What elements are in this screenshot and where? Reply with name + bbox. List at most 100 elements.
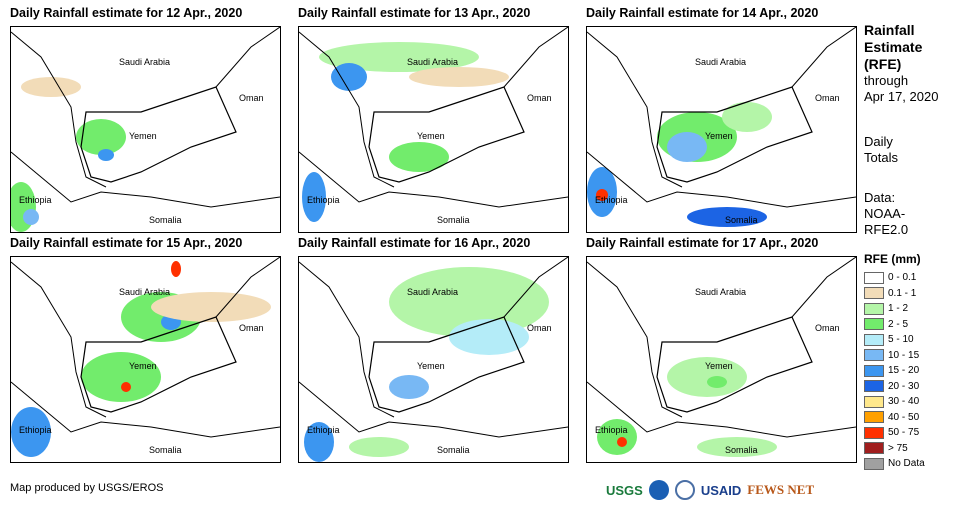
legend-item: 10 - 15: [864, 348, 925, 364]
map-label-yemen: Yemen: [705, 131, 733, 141]
map-label-saudi: Saudi Arabia: [407, 57, 459, 67]
text: NOAA-: [864, 206, 906, 221]
text: Totals: [864, 150, 898, 165]
rainfall-area: [667, 132, 707, 162]
rainfall-map-panel: Saudi Arabia Oman Yemen Ethiopia Somalia: [10, 26, 281, 233]
yemen-border: [80, 86, 237, 183]
rainfall-map-panel: Saudi Arabia Oman Yemen Ethiopia Somalia: [586, 26, 857, 233]
panel-title: Daily Rainfall estimate for 14 Apr., 202…: [586, 6, 819, 20]
map-label-ethiopia: Ethiopia: [595, 195, 628, 205]
coastline: [587, 27, 856, 208]
coastline: [11, 257, 280, 438]
legend-swatch: [864, 333, 884, 346]
rainfall-map-panel: Saudi Arabia Oman Yemen Ethiopia Somalia: [298, 256, 569, 463]
map-canvas: [299, 257, 568, 462]
coastline: [11, 27, 280, 208]
title-line: Estimate: [864, 39, 923, 55]
map-canvas: [11, 257, 280, 457]
map-canvas: [587, 27, 856, 227]
coastline: [587, 257, 856, 438]
fewsnet-logo: FEWS NET: [747, 482, 815, 497]
text: RFE2.0: [864, 222, 909, 237]
text: Daily: [864, 134, 893, 149]
map-label-somalia: Somalia: [725, 215, 758, 225]
yemen-border: [656, 86, 813, 183]
rainfall-area: [667, 357, 747, 397]
panel-title: Daily Rainfall estimate for 16 Apr., 202…: [298, 236, 531, 250]
rainfall-area: [319, 42, 479, 72]
rainfall-map-panel: Saudi Arabia Oman Yemen Ethiopia Somalia: [586, 256, 857, 463]
rainfall-map-panel: Saudi Arabia Oman Yemen Ethiopia Somalia: [10, 256, 281, 463]
rainfall-area: [23, 209, 39, 225]
map-label-saudi: Saudi Arabia: [407, 287, 459, 297]
legend: 0 - 0.1 0.1 - 1 1 - 2 2 - 5 5 - 10 10 - 15 15 …: [864, 270, 925, 472]
map-label-oman: Oman: [239, 323, 264, 333]
map-label-somalia: Somalia: [149, 215, 182, 225]
yemen-border: [656, 316, 813, 413]
legend-swatch: [864, 318, 884, 331]
rainfall-area: [722, 102, 772, 132]
legend-label: 2 - 5: [888, 318, 909, 330]
map-label-saudi: Saudi Arabia: [119, 57, 171, 67]
rainfall-area: [81, 352, 161, 402]
legend-item: No Data: [864, 456, 925, 472]
yemen-border: [368, 86, 525, 183]
rainfall-area: [389, 142, 449, 172]
map-label-yemen: Yemen: [417, 361, 445, 371]
panel-title: Daily Rainfall estimate for 13 Apr., 202…: [298, 6, 531, 20]
map-label-saudi: Saudi Arabia: [119, 287, 171, 297]
legend-item: 30 - 40: [864, 394, 925, 410]
rainfall-area: [304, 422, 334, 462]
map-label-saudi: Saudi Arabia: [695, 57, 747, 67]
legend-swatch: [864, 271, 884, 284]
yemen-border: [80, 316, 237, 413]
legend-swatch: [864, 287, 884, 300]
map-label-ethiopia: Ethiopia: [307, 195, 340, 205]
daily-totals: Daily Totals: [864, 134, 898, 166]
panel-title: Daily Rainfall estimate for 12 Apr., 202…: [10, 6, 243, 20]
rainfall-area: [121, 382, 131, 392]
map-label-somalia: Somalia: [725, 445, 758, 455]
rainfall-area: [349, 437, 409, 457]
legend-item: 5 - 10: [864, 332, 925, 348]
rainfall-area: [409, 67, 509, 87]
legend-label: 40 - 50: [888, 411, 920, 423]
rainfall-area: [697, 437, 777, 457]
legend-label: 15 - 20: [888, 365, 920, 377]
legend-title: RFE (mm): [864, 252, 921, 266]
map-label-ethiopia: Ethiopia: [19, 195, 52, 205]
legend-item: 1 - 2: [864, 301, 925, 317]
legend-swatch: [864, 349, 884, 362]
legend-item: 2 - 5: [864, 317, 925, 333]
legend-item: 0.1 - 1: [864, 286, 925, 302]
map-label-yemen: Yemen: [129, 131, 157, 141]
map-label-ethiopia: Ethiopia: [19, 425, 52, 435]
legend-swatch: [864, 411, 884, 424]
legend-item: 50 - 75: [864, 425, 925, 441]
through-label: through: [864, 73, 909, 88]
usaid-logo: USAID: [700, 482, 742, 498]
rainfall-area: [76, 119, 126, 155]
title-line: (RFE): [864, 56, 902, 72]
legend-swatch: [864, 302, 884, 315]
rainfall-area: [389, 375, 429, 399]
legend-item: 15 - 20: [864, 363, 925, 379]
rainfall-area: [449, 319, 529, 355]
map-label-oman: Oman: [815, 93, 840, 103]
logos: USGS USAID FEWS NET: [606, 480, 814, 500]
rainfall-area: [389, 267, 549, 337]
rainfall-map-panel: Saudi Arabia Oman Yemen Ethiopia Somalia: [298, 26, 569, 233]
map-label-somalia: Somalia: [437, 445, 470, 455]
map-label-yemen: Yemen: [417, 131, 445, 141]
text: Data:: [864, 190, 896, 205]
rainfall-area: [302, 172, 326, 222]
rainfall-area: [596, 189, 608, 201]
legend-label: 30 - 40: [888, 396, 920, 408]
rainfall-area: [11, 407, 51, 457]
noaa-logo: [648, 480, 669, 500]
map-label-oman: Oman: [527, 93, 552, 103]
legend-label: 10 - 15: [888, 349, 920, 361]
map-label-somalia: Somalia: [437, 215, 470, 225]
date-label: Apr 17, 2020: [864, 89, 939, 104]
